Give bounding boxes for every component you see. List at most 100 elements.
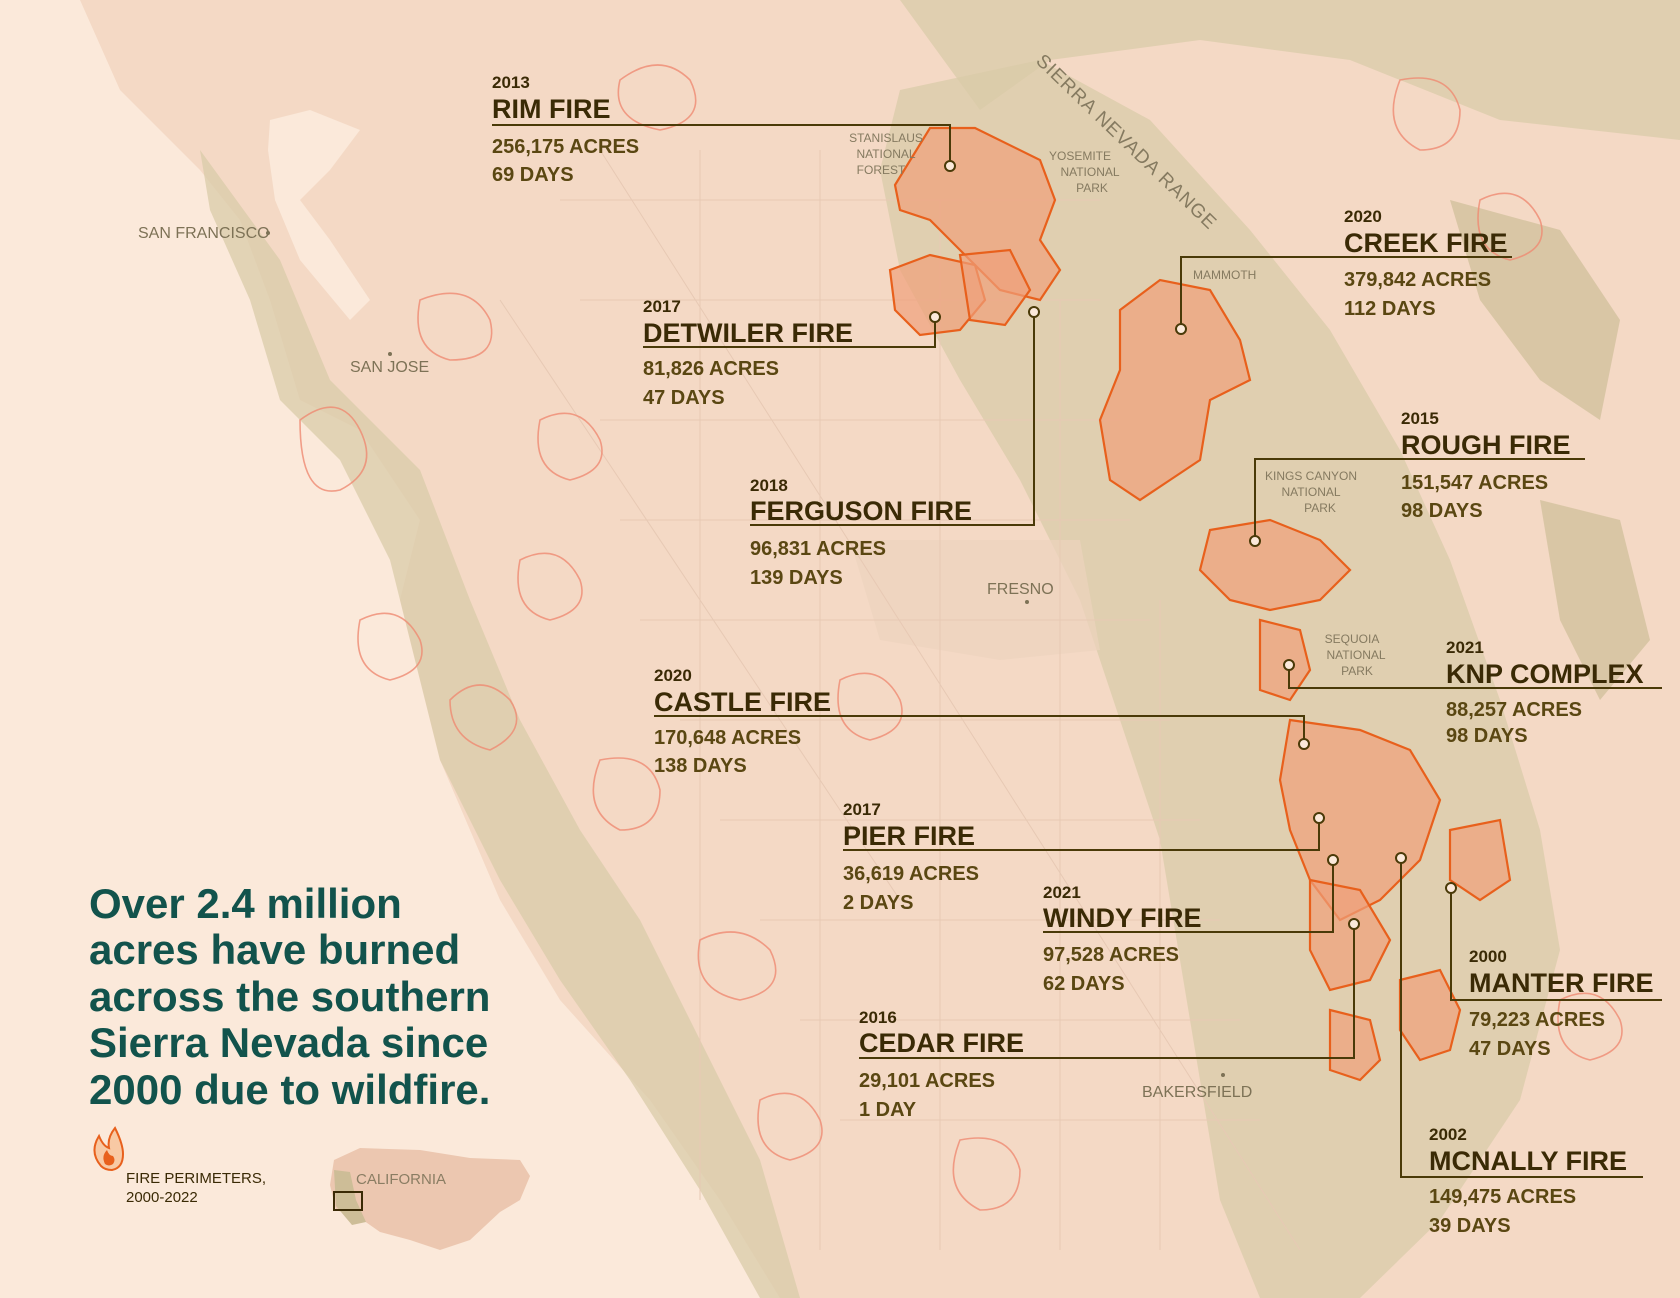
valley-urban	[850, 540, 1100, 660]
fire-year: 2015	[1401, 409, 1439, 428]
fire-year: 2017	[843, 800, 881, 819]
headline-line: acres have burned	[89, 926, 460, 973]
headline-line: Over 2.4 million	[89, 880, 402, 927]
fire-origin-dot	[1313, 812, 1325, 824]
leader-line	[859, 924, 1355, 1059]
park-label-line: NATIONAL	[856, 147, 915, 161]
fire-days: 47 DAYS	[1469, 1038, 1551, 1060]
san-francisco-marker	[266, 231, 270, 235]
park-label-line: NATIONAL	[1281, 485, 1340, 499]
fire-days: 1 DAY	[859, 1099, 917, 1121]
california-inset-map: CALIFORNIA	[330, 1148, 530, 1250]
fire-acres: 256,175 ACRES	[492, 136, 639, 158]
fire-name: ROUGH FIRE	[1401, 430, 1571, 460]
park-label-line: PARK	[1341, 664, 1373, 678]
leader-line	[1450, 888, 1662, 1001]
fire-year: 2000	[1469, 947, 1507, 966]
fire-name: KNP COMPLEX	[1446, 659, 1644, 689]
fire-origin-dot	[1395, 852, 1407, 864]
headline: Over 2.4 million acres have burned acros…	[89, 880, 490, 1113]
mammoth-label: MAMMOTH	[1193, 268, 1256, 282]
leader-line	[1043, 860, 1334, 933]
fire-origin-dot	[1327, 854, 1339, 866]
legend-years: 2000-2022	[126, 1189, 198, 1206]
park-label-line: PARK	[1076, 181, 1108, 195]
fire-name: PIER FIRE	[843, 821, 975, 851]
leader-line	[1400, 858, 1643, 1178]
fire-origin-dot	[944, 160, 956, 172]
fire-year: 2017	[643, 297, 681, 316]
sierra-terrain	[880, 60, 1560, 1298]
fire-days: 39 DAYS	[1429, 1215, 1511, 1237]
park-label-line: NATIONAL	[1326, 648, 1385, 662]
fire-days: 62 DAYS	[1043, 973, 1125, 995]
san-jose-marker	[388, 352, 392, 356]
fire-callout-manter: 2000 MANTER FIRE 79,223 ACRES 47 DAYS	[1445, 882, 1662, 1060]
san-francisco-bay	[268, 110, 370, 320]
fire-acres: 88,257 ACRES	[1446, 699, 1582, 721]
inset-highlight-box	[333, 1191, 363, 1211]
fire-name: CEDAR FIRE	[859, 1028, 1024, 1058]
fire-year: 2020	[1344, 207, 1382, 226]
legend: FIRE PERIMETERS, 2000-2022 CALIFORNIA	[93, 1126, 530, 1250]
fire-origin-dot	[1249, 535, 1261, 547]
leader-line	[843, 818, 1320, 851]
coast-range	[200, 150, 800, 1298]
fire-year: 2021	[1043, 883, 1081, 902]
fire-acres: 97,528 ACRES	[1043, 944, 1179, 966]
bakersfield-label: BAKERSFIELD	[1142, 1084, 1252, 1101]
fire-origin-dot	[1298, 738, 1310, 750]
park-label-line: PARK	[1304, 501, 1336, 515]
headline-line: 2000 due to wildfire.	[89, 1066, 490, 1113]
fire-acres: 151,547 ACRES	[1401, 472, 1548, 494]
fire-name: FERGUSON FIRE	[750, 496, 972, 526]
headline-line: Sierra Nevada since	[89, 1019, 488, 1066]
park-label-line: STANISLAUS	[849, 131, 923, 145]
fire-year: 2016	[859, 1008, 897, 1027]
fire-acres: 36,619 ACRES	[843, 863, 979, 885]
fresno-marker	[1025, 600, 1029, 604]
fire-year: 2021	[1446, 638, 1484, 657]
fire-callout-knp-complex: 2021 KNP COMPLEX 88,257 ACRES 98 DAYS	[1283, 638, 1662, 747]
fire-days: 138 DAYS	[654, 755, 747, 777]
san-francisco-label: SAN FRANCISCO	[138, 225, 270, 242]
fire-year: 2013	[492, 73, 530, 92]
fire-year: 2018	[750, 476, 788, 495]
fire-callout-rough: 2015 ROUGH FIRE 151,547 ACRES 98 DAYS	[1249, 409, 1585, 547]
fire-acres: 149,475 ACRES	[1429, 1186, 1576, 1208]
fire-acres: 379,842 ACRES	[1344, 269, 1491, 291]
fire-days: 47 DAYS	[643, 387, 725, 409]
headline-line: across the southern	[89, 973, 490, 1020]
fire-acres: 170,648 ACRES	[654, 727, 801, 749]
fire-days: 69 DAYS	[492, 164, 574, 186]
fire-acres: 96,831 ACRES	[750, 538, 886, 560]
fire-name: RIM FIRE	[492, 94, 611, 124]
fire-callout-mcnally: 2002 MCNALLY FIRE 149,475 ACRES 39 DAYS	[1395, 852, 1643, 1237]
fire-year: 2020	[654, 666, 692, 685]
fire-origin-dot	[1283, 659, 1295, 671]
fire-callout-rim: 2013 RIM FIRE 256,175 ACRES 69 DAYS	[492, 73, 956, 186]
fresno-label: FRESNO	[987, 581, 1054, 598]
flame-icon	[93, 1126, 125, 1172]
fire-name: MCNALLY FIRE	[1429, 1146, 1627, 1176]
kings-canyon-national-park-label: KINGS CANYON NATIONAL PARK	[1265, 469, 1357, 515]
fire-origin-dot	[1445, 882, 1457, 894]
terrain-north	[900, 0, 1680, 140]
san-jose-label: SAN JOSE	[350, 359, 429, 376]
fire-days: 2 DAYS	[843, 892, 913, 914]
bakersfield-marker	[1221, 1073, 1225, 1077]
fire-origin-dot	[1175, 323, 1187, 335]
fire-days: 112 DAYS	[1344, 298, 1436, 320]
fire-name: DETWILER FIRE	[643, 318, 853, 348]
fire-name: WINDY FIRE	[1043, 903, 1202, 933]
leader-line	[1254, 458, 1585, 541]
fire-days: 139 DAYS	[750, 567, 843, 589]
fire-callout-windy: 2021 WINDY FIRE 97,528 ACRES 62 DAYS	[1043, 854, 1339, 995]
leader-line	[643, 317, 936, 348]
fire-acres: 29,101 ACRES	[859, 1070, 995, 1092]
fire-callout-castle: 2020 CASTLE FIRE 170,648 ACRES 138 DAYS	[654, 666, 1310, 777]
leader-line	[1180, 256, 1512, 329]
sequoia-national-park-label: SEQUOIA NATIONAL PARK	[1325, 632, 1386, 678]
yosemite-national-park-label: YOSEMITE NATIONAL PARK	[1049, 149, 1120, 195]
fire-callout-cedar: 2016 CEDAR FIRE 29,101 ACRES 1 DAY	[859, 918, 1360, 1121]
